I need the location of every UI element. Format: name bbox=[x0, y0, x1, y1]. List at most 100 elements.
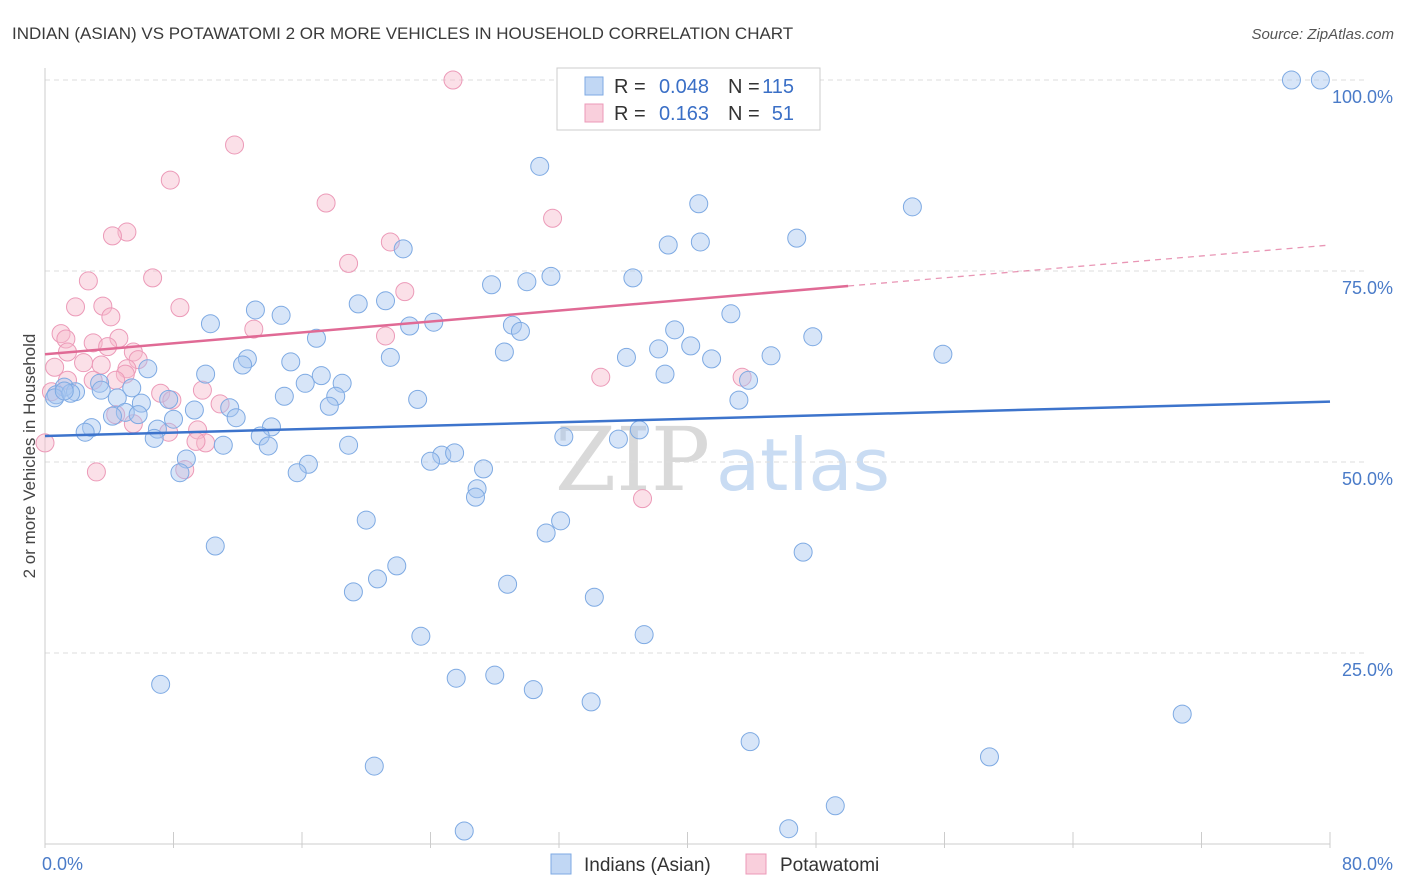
indians-asian-point bbox=[274, 386, 294, 406]
indians-asian-point bbox=[933, 344, 953, 364]
potawatomi-point bbox=[98, 337, 118, 357]
indians-asian-point bbox=[825, 796, 845, 816]
indians-asian-point bbox=[793, 542, 813, 562]
potawatomi-point bbox=[160, 170, 180, 190]
potawatomi-points bbox=[35, 70, 752, 509]
n-label: N = bbox=[728, 103, 760, 125]
indians-asian-point bbox=[482, 275, 502, 295]
indians-asian-point bbox=[536, 523, 556, 543]
indians-asian-point bbox=[245, 300, 265, 320]
indians-asian-points bbox=[45, 70, 1330, 841]
stats-legend: R = 0.048 N = 115 R = 0.163 N = 51 bbox=[556, 67, 821, 131]
indians-asian-point bbox=[1310, 70, 1330, 90]
source-credit: Source: ZipAtlas.com bbox=[1251, 26, 1394, 43]
indians-asian-point bbox=[233, 355, 253, 375]
potawatomi-point bbox=[66, 297, 86, 317]
chart-title: INDIAN (ASIAN) VS POTAWATOMI 2 OR MORE V… bbox=[12, 24, 793, 43]
indians-asian-point bbox=[408, 389, 428, 409]
indians-asian-point bbox=[541, 266, 561, 286]
indians-asian-point bbox=[311, 366, 331, 386]
potawatomi-point bbox=[244, 319, 264, 339]
indians-asian-point bbox=[220, 398, 240, 418]
indians-asian-point bbox=[184, 400, 204, 420]
indians-asian-point bbox=[159, 389, 179, 409]
indians-asian-point bbox=[213, 435, 233, 455]
potawatomi-point bbox=[339, 253, 359, 273]
indians-asian-point bbox=[779, 819, 799, 839]
indians-asian-point bbox=[376, 291, 396, 311]
indians-asian-point bbox=[200, 314, 220, 334]
potawatomi-swatch bbox=[584, 103, 604, 123]
indians-asian-point bbox=[196, 364, 216, 384]
y-tick-label: 75.0% bbox=[1342, 278, 1393, 298]
potawatomi-point bbox=[101, 307, 121, 327]
indians-asian-point bbox=[326, 386, 346, 406]
indians-asian-legend-label: Indians (Asian) bbox=[584, 855, 711, 876]
potawatomi-legend-label: Potawatomi bbox=[780, 855, 879, 876]
indians-asian-point bbox=[367, 569, 387, 589]
potawatomi-point bbox=[395, 282, 415, 302]
indians-asian-point bbox=[75, 422, 95, 442]
indians-asian-point bbox=[690, 232, 710, 252]
potawatomi-legend-swatch bbox=[745, 853, 767, 875]
indians-asian-point bbox=[649, 339, 669, 359]
potawatomi-point bbox=[83, 333, 103, 353]
indians-asian-point bbox=[287, 463, 307, 483]
potawatomi-point bbox=[143, 268, 163, 288]
series-legend: Indians (Asian) Potawatomi bbox=[550, 853, 879, 876]
trend-lines bbox=[44, 244, 1331, 438]
indians-asian-point bbox=[400, 316, 420, 336]
indians-asian-point bbox=[107, 388, 127, 408]
indians-asian-point bbox=[623, 268, 643, 288]
indians-asian-point bbox=[102, 406, 122, 426]
indians-asian-point bbox=[138, 359, 158, 379]
indians-asian-point bbox=[339, 435, 359, 455]
potawatomi-trend-line-extension bbox=[848, 244, 1331, 287]
y-tick-labels: 100.0% 75.0% 50.0% 25.0% bbox=[1332, 87, 1393, 680]
indians-asian-point bbox=[91, 380, 111, 400]
potawatomi-point bbox=[186, 431, 206, 451]
indians-asian-point bbox=[421, 451, 440, 471]
indians-asian-point bbox=[510, 321, 530, 341]
potawatomi-point bbox=[376, 326, 396, 346]
y-axis-title: 2 or more Vehicles in Household bbox=[20, 334, 39, 579]
indians-asian-point bbox=[729, 390, 749, 410]
indians-asian-point bbox=[1281, 70, 1301, 90]
indians-asian-point bbox=[554, 427, 574, 447]
indians-asian-point bbox=[616, 347, 636, 367]
indians-asian-point bbox=[465, 487, 485, 507]
indians-asian-point bbox=[689, 194, 709, 214]
indians-asian-point bbox=[454, 821, 474, 841]
indians-asian-point bbox=[164, 409, 183, 429]
indians-asian-point bbox=[629, 420, 649, 440]
potawatomi-point bbox=[192, 380, 212, 400]
indians-asian-point bbox=[803, 327, 823, 347]
indians-asian-point bbox=[45, 388, 65, 408]
indians-asian-point bbox=[54, 381, 74, 401]
indians-asian-point bbox=[226, 408, 246, 428]
indians-asian-point bbox=[319, 396, 339, 416]
indians-asian-point bbox=[364, 756, 384, 776]
indians-asian-point bbox=[306, 328, 326, 348]
indians-asian-legend-swatch bbox=[550, 853, 572, 875]
potawatomi-point bbox=[102, 226, 122, 246]
indians-asian-point bbox=[681, 336, 701, 356]
potawatomi-r-value: 0.163 bbox=[659, 103, 709, 125]
indians-asian-point bbox=[551, 511, 571, 531]
potawatomi-point bbox=[93, 296, 113, 316]
indians-asian-point bbox=[761, 346, 781, 366]
indians-asian-point bbox=[584, 587, 604, 607]
x-tick-label-min: 0.0% bbox=[42, 854, 83, 874]
indians-asian-point bbox=[343, 582, 363, 602]
potawatomi-n-value: 51 bbox=[772, 103, 794, 125]
indians-asian-point bbox=[445, 443, 465, 463]
potawatomi-point bbox=[210, 394, 230, 414]
indians-asian-point bbox=[498, 574, 518, 594]
indians-asian-point bbox=[608, 429, 628, 449]
indians-asian-point bbox=[271, 305, 291, 325]
potawatomi-point bbox=[316, 193, 336, 213]
potawatomi-point bbox=[443, 70, 463, 90]
indians-asian-n-value: 115 bbox=[762, 76, 794, 98]
indians-asian-point bbox=[356, 510, 376, 530]
